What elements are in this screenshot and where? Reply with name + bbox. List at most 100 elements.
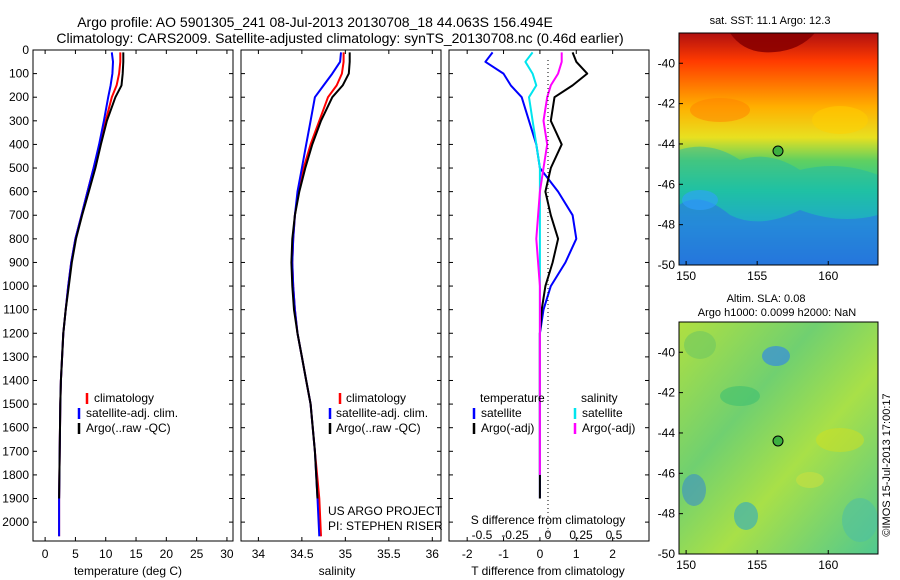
x-tick-label: 0 [42,547,49,561]
depth-tick-label: 400 [9,137,29,151]
temperature-depth-axis: 0 100 200 300 400 500 600 700 800 900 1000 1100 1200… [2,43,649,529]
map-lon-label: 150 [676,269,696,283]
sst-map-axes: 150 155 160 -40 -42 -44 -46 -48 -50 [658,56,839,283]
x-tick-label: 30 [220,547,234,561]
x-tick-label: 5 [72,547,79,561]
sla-map-axes: 150 155 160 -40 -42 -44 -46 -48 -50 [658,345,839,572]
sst-map-image [679,33,878,265]
map-lon-label: 150 [676,558,696,572]
x-tick-label: 1 [573,547,580,561]
x-tick-label: 34 [252,547,266,561]
salinity-legend-argo: Argo(..raw -QC) [336,421,421,435]
difference-top-ticks: -0.5 -0.25 0 0.25 0.5 [472,528,623,542]
map-lat-label: -44 [658,137,676,151]
top-tick-label: -0.25 [501,528,529,542]
map-lat-label: -48 [658,218,676,232]
map-lat-label: -50 [658,547,676,561]
temperature-x-label: temperature (deg C) [74,564,182,578]
sla-map-title-line-1: Altim. SLA: 0.08 [727,293,806,305]
temperature-plot-frame [32,49,234,542]
temperature-legend-climatology: climatology [94,391,154,405]
sla-map-panel: Altim. SLA: 0.08 Argo h1000: 0.0099 h200… [658,293,879,572]
difference-series [484,51,589,499]
legend-sal-satellite: satellite [582,406,623,420]
series-line-salinity-climatology [291,52,345,537]
temperature-legend-satellite: satellite-adj. clim. [86,406,178,420]
sla-argo-position-marker [772,435,784,447]
depth-tick-label: 200 [9,90,29,104]
x-tick-label: 0 [537,547,544,561]
map-lat-label: -50 [658,258,676,272]
top-tick-label: 0.25 [569,528,593,542]
difference-top-label: S difference from climatology [471,513,626,527]
depth-tick-label: 1800 [2,468,29,482]
map-lat-label: -40 [658,345,676,359]
legend-sal-argo: Argo(-adj) [582,421,635,435]
map-lat-label: -46 [658,466,676,480]
depth-tick-label: 900 [9,255,29,269]
sst-argo-position-marker [772,145,784,157]
temperature-series [58,52,125,537]
temperature-legend: climatology satellite-adj. clim. Argo(..… [77,391,178,435]
depth-tick-label: 1400 [2,373,29,387]
series-line-difference-salinity-argo-adj- [535,52,563,475]
legend-title-salinity: salinity [581,391,618,405]
x-tick-label: 10 [99,547,113,561]
map-lon-label: 155 [747,269,767,283]
salinity-legend: climatology satellite-adj. clim. Argo(..… [328,391,428,435]
difference-panel: -2 -1 0 1 2 T difference from climatology S … [448,49,650,578]
x-tick-label: 20 [160,547,174,561]
x-tick-label: 34.5 [290,547,314,561]
top-tick-label: -0.5 [472,528,493,542]
salinity-legend-climatology: climatology [346,391,406,405]
project-annotation: US ARGO PROJECT [328,504,443,518]
depth-tick-label: 1100 [3,303,29,317]
temperature-legend-argo: Argo(..raw -QC) [86,421,171,435]
pi-annotation: PI: STEPHEN RISER [328,519,443,533]
x-tick-label: 35 [339,547,353,561]
depth-tick-label: 1000 [2,279,29,293]
legend-temp-satellite: satellite [481,406,522,420]
depth-tick-label: 300 [9,114,29,128]
depth-tick-label: 1900 [2,492,29,506]
depth-tick-label: 2000 [2,515,29,529]
x-tick-label: -1 [498,547,509,561]
map-lon-label: 160 [818,558,838,572]
x-tick-label: -2 [462,547,473,561]
series-line-difference-temperature-argo-adj- [538,52,589,499]
depth-tick-label: 1200 [2,326,29,340]
map-lat-label: -42 [658,97,676,111]
x-tick-label: 15 [129,547,143,561]
map-lon-label: 155 [747,558,767,572]
sla-map-image [679,322,878,554]
map-lat-label: -48 [658,507,676,521]
header-line-1: Argo profile: AO 5901305_241 08-Jul-2013… [77,14,553,30]
map-lat-label: -44 [658,426,676,440]
x-tick-label: 25 [190,547,204,561]
series-line-temperature-argo-raw-qc- [58,52,125,499]
difference-x-label: T difference from climatology [471,564,625,578]
temperature-x-axis: 0 5 10 15 20 25 30 [42,50,234,561]
difference-x-axis: -2 -1 0 1 2 [462,50,616,561]
salinity-plot-frame [240,49,442,542]
salinity-panel: 34 34.5 35 35.5 36 salinity climatology sate… [240,49,443,578]
imos-timestamp-label: ©IMOS 15-Jul-2013 17:00:17 [881,393,893,536]
depth-tick-label: 1300 [2,350,29,364]
depth-tick-label: 800 [9,232,29,246]
depth-tick-label: 1600 [2,421,29,435]
salinity-x-label: salinity [319,564,356,578]
depth-tick-label: 0 [22,43,29,57]
top-tick-label: 0 [545,528,552,542]
sst-map-frame [678,32,879,266]
legend-temp-argo: Argo(-adj) [481,421,534,435]
map-lon-label: 160 [818,269,838,283]
depth-tick-label: 1500 [2,397,29,411]
series-line-salinity-argo-raw-qc- [290,52,351,499]
sst-map-panel: sat. SST: 11.1 Argo: 12.3 150 155 160 -40 -4… [658,15,879,283]
difference-legend: temperature salinity satellite Argo(-adj… [472,391,635,435]
salinity-x-axis: 34 34.5 35 35.5 36 [252,50,439,561]
x-tick-label: 35.5 [377,547,401,561]
map-lat-label: -46 [658,177,676,191]
map-lat-label: -40 [658,56,676,70]
